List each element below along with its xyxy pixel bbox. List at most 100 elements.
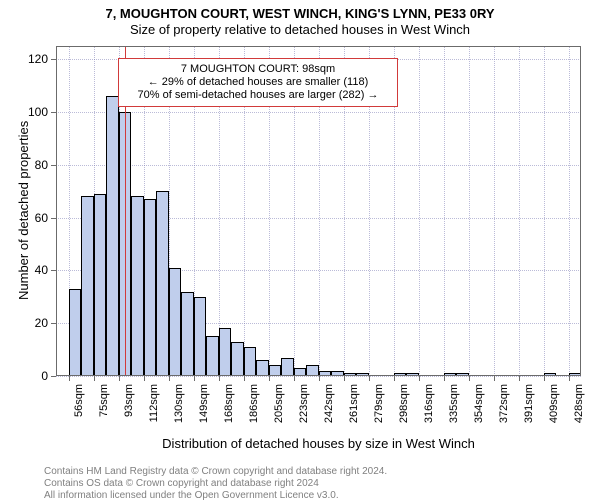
y-tick-label: 80 xyxy=(22,158,48,172)
x-tick-mark xyxy=(419,376,420,381)
histogram-bar xyxy=(319,371,332,376)
x-tick-mark xyxy=(444,376,445,381)
histogram-bar xyxy=(306,365,319,376)
histogram-bar xyxy=(131,196,144,376)
x-tick-mark xyxy=(119,376,120,381)
y-tick-label: 0 xyxy=(22,369,48,383)
histogram-bar xyxy=(219,328,232,376)
x-tick-mark xyxy=(244,376,245,381)
y-tick-label: 40 xyxy=(22,263,48,277)
x-tick-label: 75sqm xyxy=(98,384,110,434)
histogram-bar xyxy=(269,365,282,376)
histogram-bar xyxy=(544,373,557,376)
x-tick-label: 56sqm xyxy=(73,384,85,434)
y-tick-mark xyxy=(51,112,56,113)
histogram-bar xyxy=(156,191,169,376)
x-tick-label: 223sqm xyxy=(298,384,310,434)
histogram-bar xyxy=(69,289,82,376)
x-tick-label: 298sqm xyxy=(398,384,410,434)
x-tick-mark xyxy=(94,376,95,381)
x-tick-mark xyxy=(494,376,495,381)
x-tick-label: 335sqm xyxy=(448,384,460,434)
x-tick-mark xyxy=(319,376,320,381)
x-tick-label: 186sqm xyxy=(248,384,260,434)
x-tick-label: 205sqm xyxy=(273,384,285,434)
y-tick-mark xyxy=(51,376,56,377)
histogram-bar xyxy=(394,373,407,376)
y-tick-label: 120 xyxy=(22,52,48,66)
footer-attribution: Contains HM Land Registry data © Crown c… xyxy=(0,466,600,500)
page-title: 7, MOUGHTON COURT, WEST WINCH, KING'S LY… xyxy=(0,6,600,22)
histogram-bar xyxy=(206,336,219,376)
histogram-bar xyxy=(256,360,269,376)
plot-area: 7 MOUGHTON COURT: 98sqm ← 29% of detache… xyxy=(56,46,581,376)
y-tick-mark xyxy=(51,218,56,219)
x-tick-mark xyxy=(169,376,170,381)
histogram-bar xyxy=(344,373,357,376)
histogram-bar xyxy=(406,373,419,376)
y-tick-label: 100 xyxy=(22,105,48,119)
grid-line-v xyxy=(569,46,570,376)
page-subtitle: Size of property relative to detached ho… xyxy=(0,22,600,38)
grid-line-v xyxy=(519,46,520,376)
grid-line-v xyxy=(544,46,545,376)
x-tick-mark xyxy=(69,376,70,381)
x-tick-mark xyxy=(194,376,195,381)
histogram-bar xyxy=(169,268,182,376)
x-tick-mark xyxy=(394,376,395,381)
chart-container: 7, MOUGHTON COURT, WEST WINCH, KING'S LY… xyxy=(0,0,600,500)
histogram-bar xyxy=(194,297,207,376)
grid-line-v xyxy=(444,46,445,376)
y-tick-mark xyxy=(51,270,56,271)
info-box: 7 MOUGHTON COURT: 98sqm ← 29% of detache… xyxy=(118,58,398,107)
histogram-bar xyxy=(144,199,157,376)
x-tick-label: 354sqm xyxy=(473,384,485,434)
y-tick-mark xyxy=(51,59,56,60)
histogram-bar xyxy=(294,368,307,376)
title-block: 7, MOUGHTON COURT, WEST WINCH, KING'S LY… xyxy=(0,6,600,38)
footer-line-2: Contains OS data © Crown copyright and d… xyxy=(44,478,586,490)
histogram-bar xyxy=(281,358,294,376)
x-tick-label: 149sqm xyxy=(198,384,210,434)
histogram-bar xyxy=(94,194,107,376)
info-line-property: 7 MOUGHTON COURT: 98sqm xyxy=(127,63,389,76)
info-line-smaller: ← 29% of detached houses are smaller (11… xyxy=(127,76,389,89)
histogram-bar xyxy=(444,373,457,376)
x-tick-label: 242sqm xyxy=(323,384,335,434)
histogram-bar xyxy=(81,196,94,376)
x-axis-label: Distribution of detached houses by size … xyxy=(56,436,581,451)
x-tick-mark xyxy=(219,376,220,381)
x-tick-label: 93sqm xyxy=(123,384,135,434)
x-tick-mark xyxy=(144,376,145,381)
x-tick-label: 279sqm xyxy=(373,384,385,434)
x-tick-label: 130sqm xyxy=(173,384,185,434)
y-tick-label: 20 xyxy=(22,316,48,330)
histogram-bar xyxy=(244,347,257,376)
x-tick-label: 316sqm xyxy=(423,384,435,434)
histogram-bar xyxy=(356,373,369,376)
x-tick-label: 112sqm xyxy=(148,384,160,434)
y-tick-mark xyxy=(51,165,56,166)
grid-line-v xyxy=(419,46,420,376)
histogram-bar xyxy=(456,373,469,376)
x-tick-label: 372sqm xyxy=(498,384,510,434)
x-tick-label: 168sqm xyxy=(223,384,235,434)
x-tick-label: 428sqm xyxy=(573,384,585,434)
x-tick-mark xyxy=(569,376,570,381)
info-line-larger: 70% of semi-detached houses are larger (… xyxy=(127,89,389,102)
grid-line-v xyxy=(494,46,495,376)
x-tick-label: 391sqm xyxy=(523,384,535,434)
x-tick-label: 409sqm xyxy=(548,384,560,434)
histogram-bar xyxy=(331,371,344,376)
y-tick-label: 60 xyxy=(22,211,48,225)
footer-line-3: All information licensed under the Open … xyxy=(44,490,586,500)
x-tick-mark xyxy=(344,376,345,381)
grid-line-v xyxy=(469,46,470,376)
x-tick-label: 261sqm xyxy=(348,384,360,434)
histogram-bar xyxy=(569,373,582,376)
footer-line-1: Contains HM Land Registry data © Crown c… xyxy=(44,466,586,478)
histogram-bar xyxy=(106,96,119,376)
histogram-bar xyxy=(231,342,244,376)
x-tick-mark xyxy=(469,376,470,381)
x-tick-mark xyxy=(544,376,545,381)
